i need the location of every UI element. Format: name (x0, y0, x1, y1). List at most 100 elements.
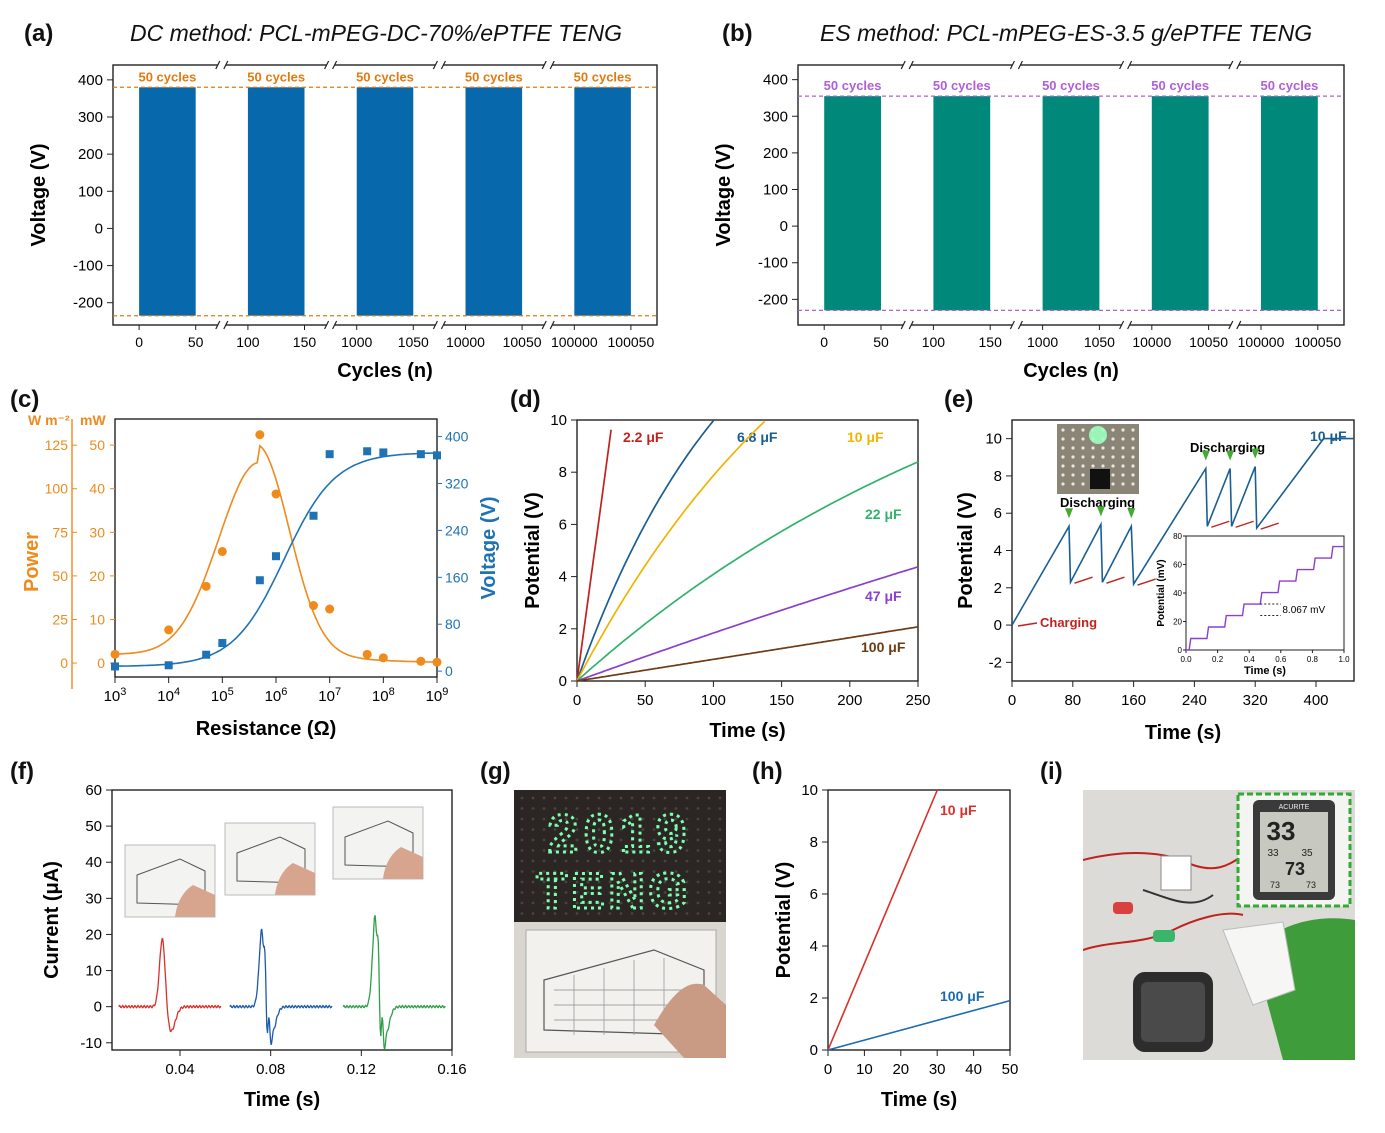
voltage-band-1 (247, 87, 305, 316)
board-hole (575, 838, 579, 842)
board-hole (586, 796, 590, 800)
board-hole (619, 807, 623, 810)
board-hole (718, 817, 722, 821)
board-hole (652, 796, 656, 800)
plot-frame (111, 789, 453, 1051)
voltage-band-2 (356, 87, 414, 316)
board-hole (685, 901, 689, 905)
board-hole (553, 849, 557, 852)
voltage-band-0 (139, 87, 196, 316)
board-hole (696, 817, 700, 821)
board-hole (553, 859, 557, 863)
breadboard-hole (1081, 428, 1085, 432)
board-hole (564, 849, 568, 852)
plot-frame (112, 64, 658, 326)
y-tick-label: -100 (73, 258, 103, 275)
board-hole (674, 870, 678, 873)
y-tick-label: 8 (559, 464, 567, 481)
cycles-label: 50 cycles (247, 69, 305, 84)
x-tick-label: 105 (211, 686, 234, 705)
board-hole (586, 807, 590, 810)
x-tick-label: 10050 (503, 334, 542, 350)
axis-break-mark (332, 320, 338, 330)
board-hole (652, 817, 656, 821)
y-tick-label: 0 (780, 218, 788, 235)
board-hole (553, 870, 557, 873)
voltage-point (325, 450, 334, 459)
board-hole (553, 817, 557, 821)
x-tick-label: 1000 (341, 334, 372, 350)
board-hole (575, 880, 579, 884)
plot-frame (576, 419, 919, 682)
board-hole (531, 796, 535, 800)
x-tick-label: 10050 (1189, 334, 1228, 350)
led-text-top: 2019 (548, 804, 692, 864)
board-hole (542, 817, 546, 821)
board-hole (619, 880, 623, 884)
y-axis-label: Potential (V) (955, 492, 977, 609)
y-axis-label: Voltage (V) (713, 144, 735, 247)
breadboard-hole (1071, 464, 1075, 468)
voltage-point (309, 511, 318, 520)
y-tick-label: 400 (78, 72, 103, 89)
series-0-line (576, 429, 612, 682)
breadboard-hole (1061, 482, 1065, 486)
charge-line-1 (827, 999, 1011, 1051)
power-point (378, 653, 388, 663)
board-hole (707, 849, 711, 852)
discharge-arrow (1127, 508, 1136, 519)
board-hole (597, 880, 601, 884)
finger (175, 885, 215, 917)
series-label: 2.2 μF (623, 429, 664, 445)
board-hole (608, 859, 612, 863)
y2-tick-label: 0 (445, 663, 453, 679)
y-tick-label: 50 (85, 818, 102, 835)
breadboard-hole (1111, 437, 1115, 441)
breadboard-hole (1071, 482, 1075, 486)
power-point (432, 657, 442, 667)
x-tick-label: 0 (820, 334, 828, 350)
board-hole (619, 891, 623, 894)
board-hole (531, 849, 535, 852)
board-hole (520, 880, 524, 884)
board-hole (641, 880, 645, 884)
y1b-tick-label: 30 (89, 524, 105, 540)
board-hole (608, 870, 612, 873)
inset-x-tick-label: 0.4 (1244, 655, 1256, 664)
board-hole (575, 901, 579, 905)
x-tick-label: 160 (1121, 692, 1146, 709)
axis-break-mark (1017, 320, 1023, 330)
board-hole (553, 901, 557, 905)
breadboard-hole (1081, 482, 1085, 486)
y-tick-label: 0 (994, 617, 1002, 634)
axis-break-mark (215, 320, 221, 330)
panel-b-title: ES method: PCL-mPEG-ES-3.5 g/ePTFE TENG (820, 20, 1313, 46)
voltage-point (202, 650, 211, 659)
recharge-arrow (1106, 576, 1125, 584)
board-hole (674, 817, 678, 821)
board-hole (575, 807, 579, 810)
panel-a-title: DC method: PCL-mPEG-DC-70%/ePTFE TENG (130, 20, 623, 46)
voltage-point (363, 447, 372, 456)
board-hole (718, 870, 722, 873)
breadboard-hole (1111, 446, 1115, 450)
board-hole (542, 880, 546, 884)
y-tick-label: 200 (763, 145, 788, 162)
inset-y-tick-label: 0 (1178, 646, 1183, 655)
y-axis-label: Potential (V) (773, 862, 795, 979)
board-hole (608, 838, 612, 842)
axis-break-mark (541, 60, 547, 70)
axis-break-mark (440, 320, 446, 330)
voltage-point (272, 552, 280, 561)
board-hole (652, 807, 656, 810)
led-board-graphic: 2019 TENG (514, 790, 726, 1058)
inset-y-tick-label: 60 (1173, 561, 1182, 570)
board-hole (608, 828, 612, 831)
cycles-label: 50 cycles (574, 69, 632, 84)
board-hole (542, 870, 546, 873)
discharge-arrow (1065, 508, 1073, 519)
axis-break-mark (908, 320, 914, 330)
x-tick-label: 150 (293, 334, 317, 350)
board-hole (564, 828, 568, 831)
